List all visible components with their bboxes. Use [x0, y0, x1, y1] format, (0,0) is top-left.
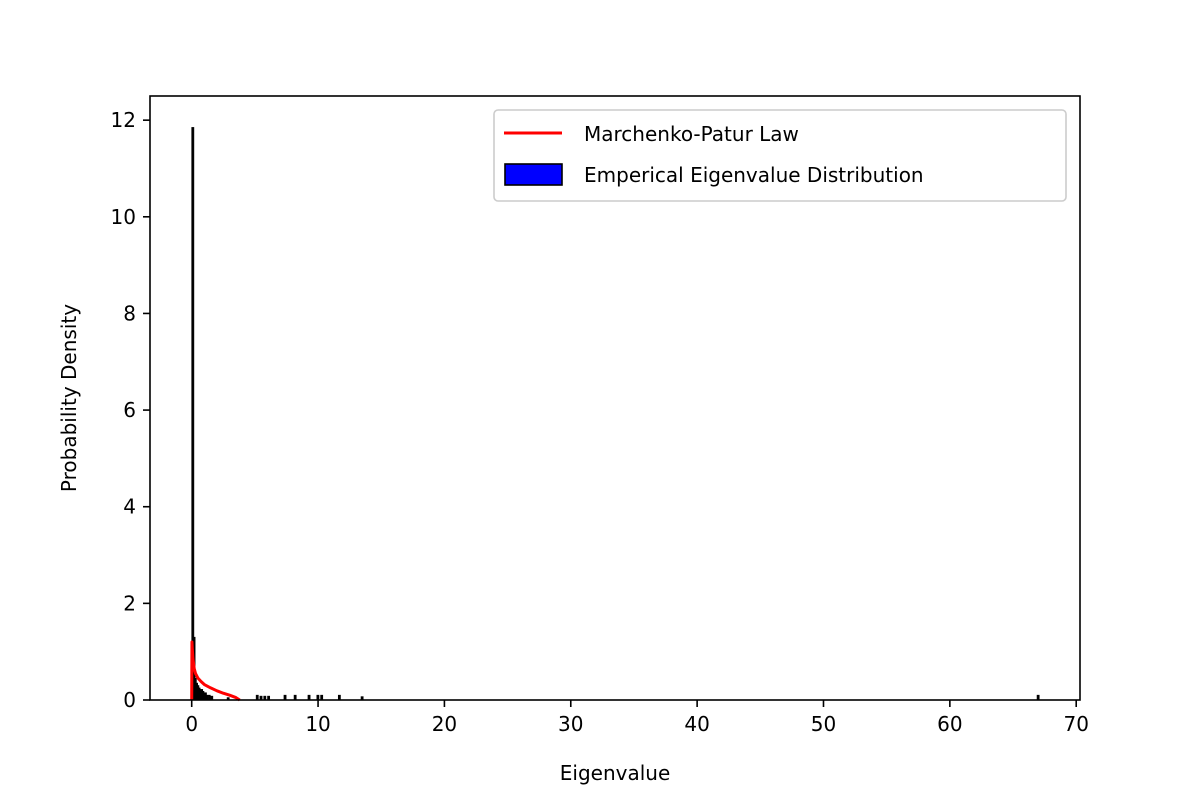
x-axis-label: Eigenvalue [560, 761, 671, 785]
x-tick-label: 0 [185, 712, 198, 736]
x-tick-label: 60 [937, 712, 962, 736]
y-tick-label: 8 [123, 301, 136, 325]
y-axis-ticks: 0 2 4 6 8 10 12 [111, 108, 150, 712]
legend-swatch-bar [504, 163, 563, 186]
y-tick-label: 10 [111, 205, 136, 229]
y-tick-label: 4 [123, 495, 136, 519]
x-tick-label: 20 [432, 712, 457, 736]
density-line-group [190, 640, 241, 702]
density-line [190, 640, 241, 702]
x-tick-label: 70 [1063, 712, 1088, 736]
legend: Marchenko-Patur Law Emperical Eigenvalue… [493, 109, 1067, 202]
y-tick-label: 6 [123, 398, 136, 422]
y-axis-label: Probability Density [57, 304, 81, 492]
x-tick-label: 10 [305, 712, 330, 736]
y-tick-label: 12 [111, 108, 136, 132]
y-tick-label: 2 [123, 591, 136, 615]
x-tick-label: 40 [684, 712, 709, 736]
legend-entry-bar-label: Emperical Eigenvalue Distribution [584, 163, 924, 187]
y-tick-label: 0 [123, 688, 136, 712]
legend-entry-line-label: Marchenko-Patur Law [584, 122, 799, 146]
x-tick-label: 50 [811, 712, 836, 736]
x-tick-label: 30 [558, 712, 583, 736]
histogram-bar [191, 127, 195, 701]
legend-box [493, 109, 1067, 202]
axes-frame [149, 95, 1081, 701]
x-axis-ticks: 0 10 20 30 40 50 60 70 [185, 700, 1089, 736]
